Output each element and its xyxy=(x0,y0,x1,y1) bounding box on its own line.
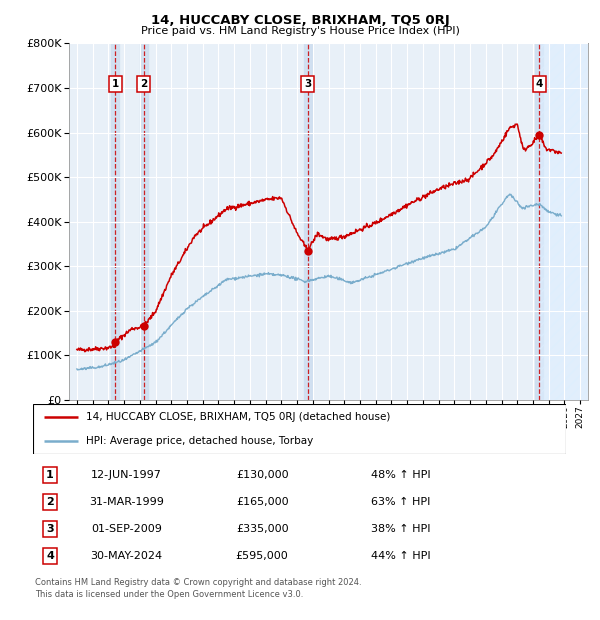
Text: HPI: Average price, detached house, Torbay: HPI: Average price, detached house, Torb… xyxy=(86,436,314,446)
Bar xyxy=(112,43,119,400)
Text: 63% ↑ HPI: 63% ↑ HPI xyxy=(371,497,430,507)
Text: 38% ↑ HPI: 38% ↑ HPI xyxy=(371,524,430,534)
Text: 01-SEP-2009: 01-SEP-2009 xyxy=(91,524,161,534)
Text: Contains HM Land Registry data © Crown copyright and database right 2024.
This d: Contains HM Land Registry data © Crown c… xyxy=(35,578,361,600)
Bar xyxy=(535,43,544,400)
Text: £130,000: £130,000 xyxy=(236,470,289,480)
Text: £165,000: £165,000 xyxy=(236,497,289,507)
Text: 2: 2 xyxy=(46,497,54,507)
FancyBboxPatch shape xyxy=(33,404,566,454)
Text: 2: 2 xyxy=(140,79,148,89)
Text: 31-MAR-1999: 31-MAR-1999 xyxy=(89,497,164,507)
Text: 14, HUCCABY CLOSE, BRIXHAM, TQ5 0RJ: 14, HUCCABY CLOSE, BRIXHAM, TQ5 0RJ xyxy=(151,14,449,27)
Text: 30-MAY-2024: 30-MAY-2024 xyxy=(90,551,163,560)
Text: 3: 3 xyxy=(46,524,54,534)
Text: £335,000: £335,000 xyxy=(236,524,289,534)
Text: 14, HUCCABY CLOSE, BRIXHAM, TQ5 0RJ (detached house): 14, HUCCABY CLOSE, BRIXHAM, TQ5 0RJ (det… xyxy=(86,412,391,422)
Text: 1: 1 xyxy=(112,79,119,89)
Bar xyxy=(140,43,148,400)
Text: 48% ↑ HPI: 48% ↑ HPI xyxy=(371,470,430,480)
Text: 4: 4 xyxy=(536,79,543,89)
Text: 1: 1 xyxy=(46,470,54,480)
Text: £595,000: £595,000 xyxy=(236,551,289,560)
Text: 4: 4 xyxy=(46,551,54,560)
Text: 44% ↑ HPI: 44% ↑ HPI xyxy=(371,551,430,560)
Bar xyxy=(539,43,600,400)
Bar xyxy=(304,43,311,400)
Text: 12-JUN-1997: 12-JUN-1997 xyxy=(91,470,161,480)
Text: 3: 3 xyxy=(304,79,311,89)
Text: Price paid vs. HM Land Registry's House Price Index (HPI): Price paid vs. HM Land Registry's House … xyxy=(140,26,460,36)
